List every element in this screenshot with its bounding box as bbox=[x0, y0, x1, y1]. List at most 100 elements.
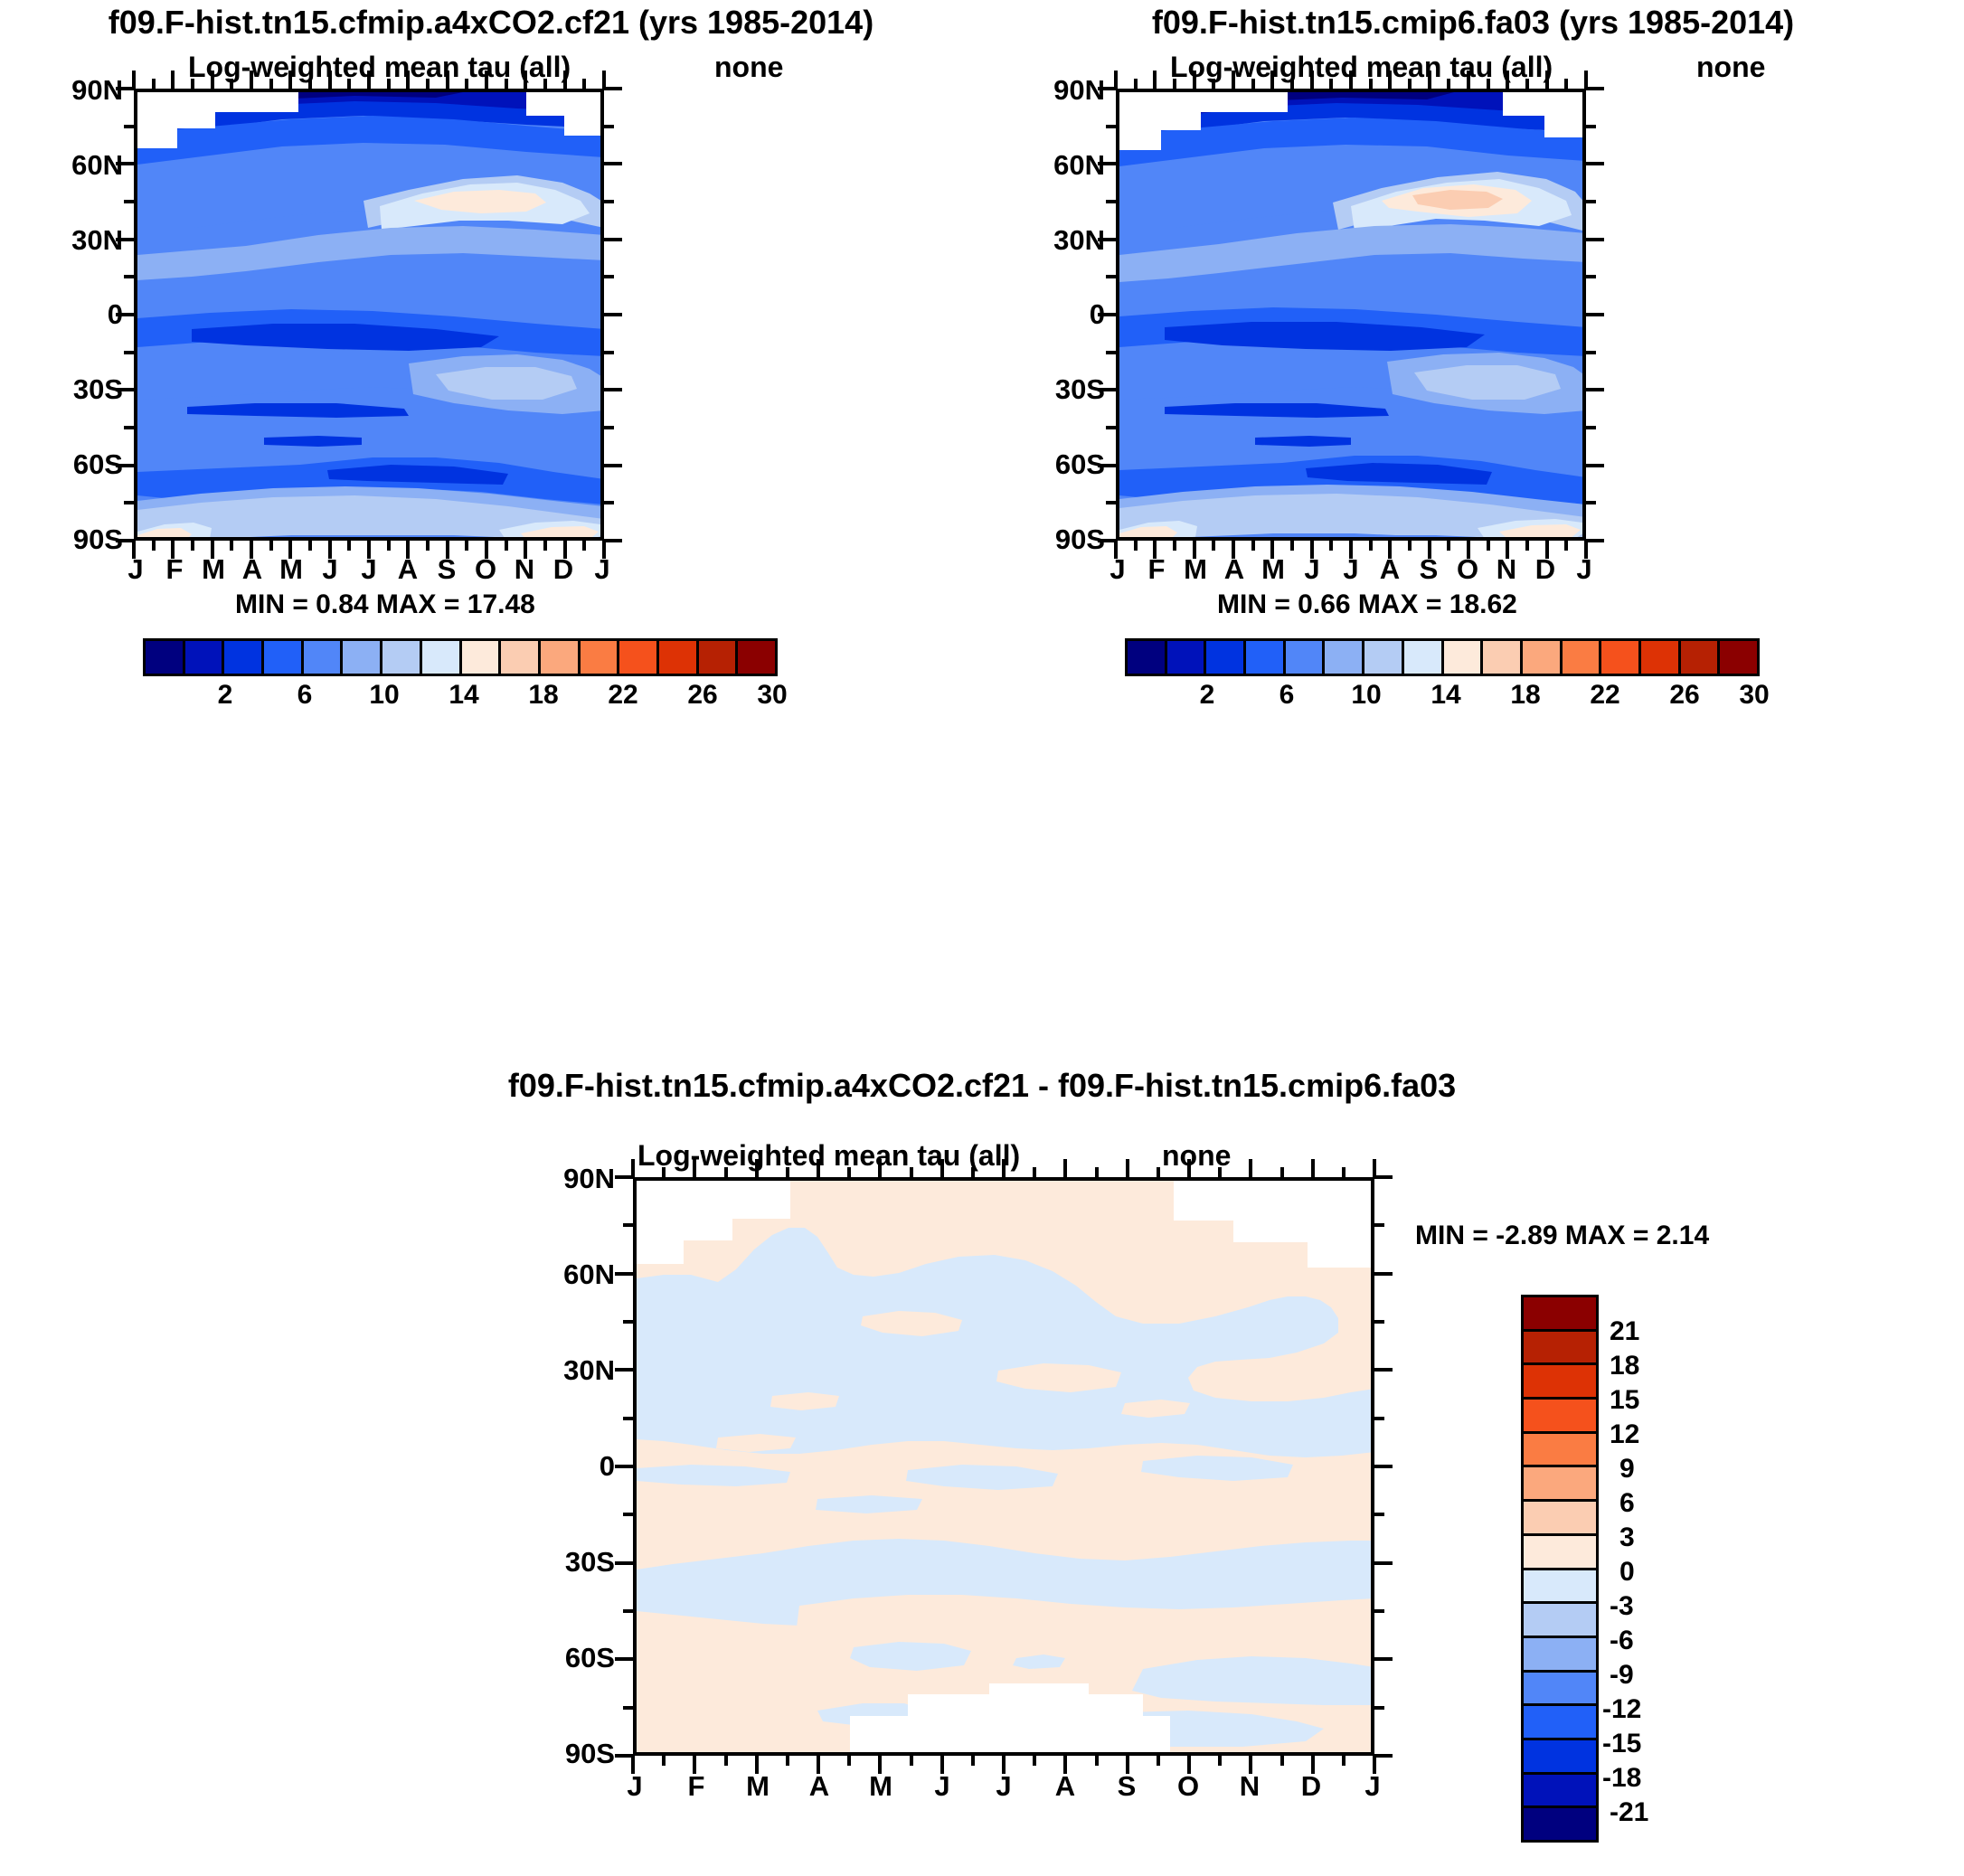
colorbar-swatch-12 bbox=[1601, 641, 1641, 674]
axis-tick bbox=[1173, 79, 1176, 90]
axis-tick bbox=[615, 1657, 635, 1662]
axis-tick bbox=[817, 1159, 820, 1179]
axis-tick bbox=[1564, 79, 1569, 90]
axis-tick bbox=[1584, 162, 1604, 166]
axis-tick bbox=[1544, 71, 1549, 90]
axis-tick bbox=[1388, 539, 1393, 559]
axis-tick bbox=[615, 1754, 635, 1758]
panel-a-plot[interactable] bbox=[134, 89, 604, 541]
colorbar-label: -3 bbox=[1610, 1591, 1634, 1621]
axis-tick bbox=[631, 1754, 635, 1774]
colorbar-swatch-3 bbox=[1246, 641, 1286, 674]
colorbar-label: 26 bbox=[1669, 680, 1700, 710]
colorbar-swatch-10 bbox=[1522, 641, 1563, 674]
ylabel: 90S bbox=[1054, 523, 1105, 555]
axis-tick bbox=[602, 539, 622, 542]
axis-tick bbox=[1098, 162, 1118, 166]
axis-tick bbox=[1506, 71, 1510, 90]
colorbar-label: 30 bbox=[1739, 680, 1770, 710]
axis-tick bbox=[124, 124, 136, 128]
axis-tick bbox=[1251, 539, 1255, 551]
panel-b-colorbar[interactable] bbox=[1125, 638, 1760, 676]
colorbar-swatch-15 bbox=[1524, 1808, 1596, 1840]
axis-tick bbox=[847, 1167, 852, 1179]
axis-tick bbox=[1388, 71, 1393, 90]
axis-tick bbox=[723, 1167, 728, 1179]
axis-tick bbox=[1187, 1159, 1191, 1179]
colorbar-swatch-14 bbox=[1524, 1774, 1596, 1809]
panel-diff-plot[interactable] bbox=[633, 1177, 1374, 1756]
xlabel: J bbox=[1304, 553, 1320, 585]
axis-tick bbox=[1098, 388, 1118, 392]
axis-tick bbox=[1373, 1271, 1393, 1276]
axis-tick bbox=[191, 539, 194, 551]
colorbar-swatch-12 bbox=[1524, 1706, 1596, 1740]
axis-tick bbox=[1373, 1465, 1393, 1468]
colorbar-swatch-2 bbox=[1524, 1365, 1596, 1400]
panel-diff-minmax: MIN = -2.89 MAX = 2.14 bbox=[1415, 1221, 1710, 1250]
axis-tick bbox=[602, 275, 614, 279]
xlabel: A bbox=[1054, 1770, 1076, 1802]
axis-tick bbox=[582, 539, 587, 551]
axis-tick bbox=[1063, 1159, 1068, 1179]
axis-tick bbox=[1106, 501, 1118, 505]
axis-tick bbox=[1270, 539, 1275, 559]
axis-tick bbox=[615, 1271, 635, 1276]
colorbar-label: -21 bbox=[1610, 1797, 1649, 1827]
axis-tick bbox=[693, 1754, 697, 1774]
ylabel: 60N bbox=[563, 1259, 615, 1290]
panel-diff-colorbar[interactable] bbox=[1521, 1295, 1599, 1843]
axis-tick bbox=[1002, 1159, 1006, 1179]
colorbar-swatch-1 bbox=[184, 641, 225, 674]
colorbar-label: 18 bbox=[1610, 1351, 1640, 1381]
axis-tick bbox=[210, 71, 214, 90]
axis-tick bbox=[1373, 1609, 1384, 1613]
colorbar-swatch-13 bbox=[1524, 1739, 1596, 1775]
axis-tick bbox=[124, 275, 136, 279]
axis-tick bbox=[485, 71, 488, 90]
axis-tick bbox=[1373, 1560, 1393, 1565]
axis-tick bbox=[1373, 1368, 1393, 1372]
axis-tick bbox=[1373, 1175, 1393, 1179]
colorbar-swatch-12 bbox=[619, 641, 659, 674]
panel-b-title: f09.F-hist.tn15.cmip6.fa03 (yrs 1985-201… bbox=[1151, 4, 1795, 41]
axis-tick bbox=[445, 539, 449, 559]
xlabel: J bbox=[934, 1770, 950, 1802]
axis-tick bbox=[1368, 539, 1373, 551]
xlabel: J bbox=[1109, 553, 1126, 585]
axis-tick bbox=[1447, 79, 1451, 90]
colorbar-swatch-0 bbox=[1128, 641, 1167, 674]
axis-tick bbox=[269, 539, 273, 551]
axis-tick bbox=[970, 1754, 975, 1766]
axis-tick bbox=[1373, 1513, 1384, 1517]
panel-a-colorbar[interactable] bbox=[143, 638, 778, 676]
colorbar-label: 14 bbox=[1431, 680, 1461, 710]
colorbar-swatch-14 bbox=[698, 641, 739, 674]
axis-tick bbox=[1033, 1167, 1037, 1179]
panel-b-subtitle: Log-weighted mean tau (all) bbox=[1170, 51, 1553, 83]
ylabel: 0 bbox=[36, 298, 123, 331]
panel-b-plot[interactable] bbox=[1116, 89, 1586, 541]
axis-tick bbox=[1218, 1167, 1223, 1179]
colorbar-swatch-14 bbox=[1680, 641, 1721, 674]
axis-tick bbox=[116, 388, 136, 392]
axis-tick bbox=[909, 1754, 913, 1766]
colorbar-label: -12 bbox=[1602, 1694, 1642, 1724]
axis-tick bbox=[367, 539, 371, 559]
axis-tick bbox=[445, 71, 449, 90]
axis-tick bbox=[504, 539, 508, 551]
axis-tick bbox=[210, 539, 214, 559]
panel-a-units: none bbox=[714, 51, 784, 83]
axis-tick bbox=[543, 79, 547, 90]
axis-tick bbox=[1329, 539, 1334, 551]
axis-tick bbox=[1584, 501, 1596, 505]
axis-tick bbox=[1310, 1159, 1315, 1179]
xlabel: A bbox=[808, 1770, 830, 1802]
colorbar-swatch-15 bbox=[1720, 641, 1757, 674]
axis-tick bbox=[1349, 539, 1353, 559]
xlabel: J bbox=[594, 553, 610, 585]
axis-tick bbox=[250, 539, 253, 559]
axis-tick bbox=[1098, 237, 1118, 241]
xlabel: D bbox=[552, 553, 574, 585]
colorbar-swatch-9 bbox=[1524, 1604, 1596, 1638]
